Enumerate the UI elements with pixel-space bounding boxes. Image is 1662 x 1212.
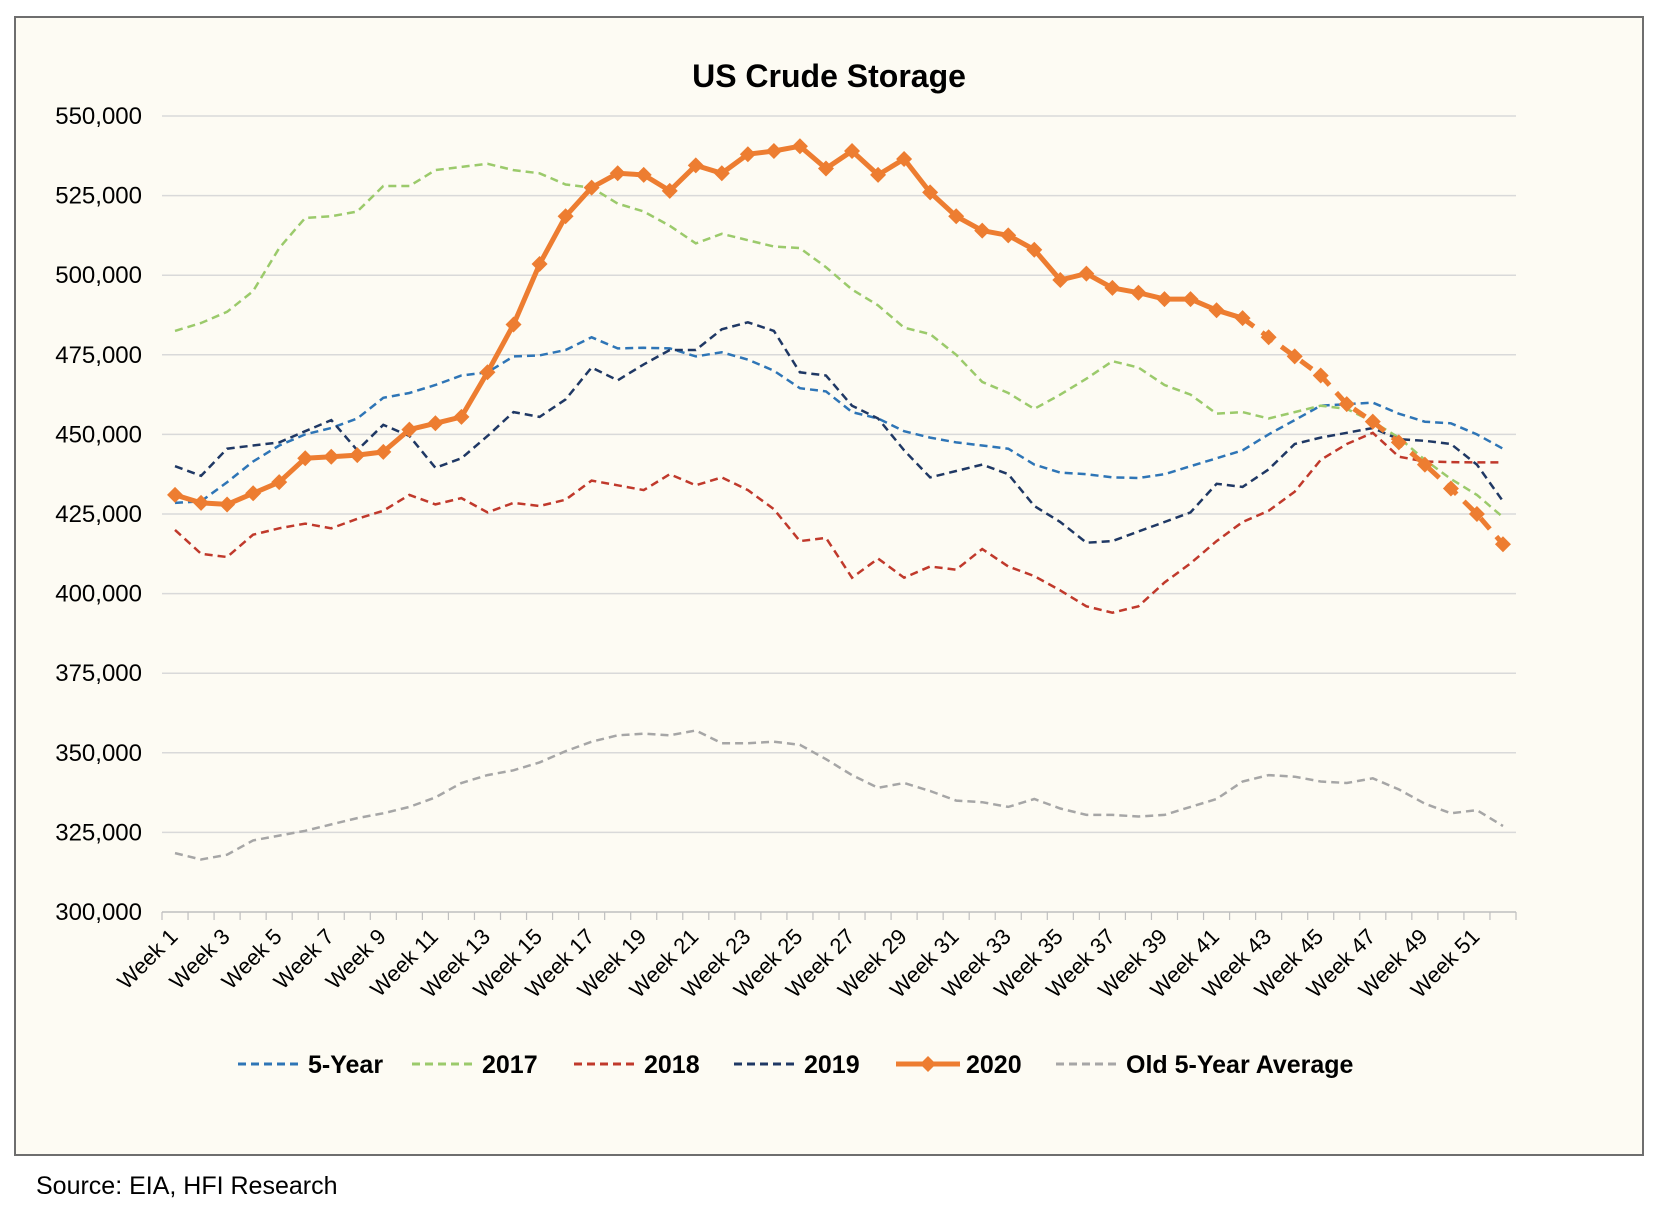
y-tick-label: 350,000 — [55, 740, 142, 767]
data-point — [427, 415, 444, 432]
legend: 5-Year 2017 2018 2019 2020 Old 5-Year Average — [238, 1051, 1354, 1079]
grid-lines — [162, 115, 1516, 834]
y-tick-label: 525,000 — [55, 183, 142, 210]
y-tick-label: 400,000 — [55, 581, 142, 608]
legend-label: 2017 — [482, 1051, 538, 1079]
data-point — [297, 450, 314, 467]
data-point — [948, 208, 965, 225]
legend-item: 2020 — [896, 1051, 1022, 1079]
legend-item: 2019 — [734, 1051, 860, 1079]
data-point — [1390, 434, 1407, 451]
data-point — [1156, 291, 1173, 308]
data-point — [1182, 291, 1199, 308]
data-point — [1208, 302, 1225, 319]
data-point — [635, 166, 652, 183]
chart-svg: 300,000 325,000 350,000 375,000 400,000 425,0… — [55, 103, 1517, 1079]
chart-frame: US Crude Storage 300,000 325,000 350,000 37… — [14, 16, 1644, 1156]
data-point — [844, 143, 861, 160]
data-point — [1104, 279, 1121, 296]
y-tick-label: 375,000 — [55, 660, 142, 687]
series-line-actual — [174, 143, 1244, 507]
data-point — [739, 146, 756, 163]
data-point — [375, 443, 392, 460]
data-point — [453, 408, 470, 425]
series-2017 — [174, 162, 1504, 519]
data-point — [1286, 348, 1303, 365]
legend-item: 2018 — [574, 1051, 700, 1079]
series-2019 — [174, 320, 1505, 544]
data-point — [713, 165, 730, 182]
data-point — [765, 143, 782, 160]
series-line — [174, 335, 1504, 505]
data-point — [870, 166, 887, 183]
y-tick-label: 325,000 — [55, 819, 142, 846]
data-point — [1468, 506, 1485, 522]
y-tick-label: 550,000 — [55, 103, 142, 130]
legend-label: Old 5-Year Average — [1126, 1051, 1354, 1079]
data-point — [193, 494, 210, 511]
series-2020 — [167, 138, 1511, 553]
data-point — [1494, 536, 1511, 553]
legend-label: 2019 — [804, 1051, 860, 1079]
legend-item: 5-Year — [238, 1051, 383, 1079]
data-point — [1000, 227, 1017, 244]
data-point — [219, 496, 236, 513]
series-5-year — [174, 335, 1504, 505]
data-point — [1078, 265, 1095, 282]
data-point — [167, 486, 184, 503]
data-point — [1260, 329, 1277, 346]
data-point — [609, 165, 626, 182]
data-point — [791, 138, 808, 155]
data-point — [974, 222, 991, 239]
legend-item: Old 5-Year Average — [1056, 1051, 1354, 1079]
legend-marker — [920, 1056, 936, 1072]
data-point — [557, 208, 574, 225]
source-note: Source: EIA, HFI Research — [36, 1172, 338, 1200]
data-point — [1338, 396, 1355, 413]
data-point — [896, 150, 913, 167]
series-old-5-year-average — [174, 729, 1504, 861]
data-point — [245, 485, 262, 502]
data-point — [817, 160, 834, 177]
data-point — [505, 316, 522, 333]
series-line — [174, 431, 1503, 614]
data-point — [1312, 367, 1329, 384]
data-point — [401, 421, 418, 438]
series-line — [174, 162, 1504, 519]
y-tick-label: 425,000 — [55, 501, 142, 528]
chart-title: US Crude Storage — [692, 58, 966, 94]
data-point — [323, 448, 340, 465]
series-line — [174, 729, 1504, 861]
legend-label: 5-Year — [308, 1051, 383, 1079]
data-point — [1234, 310, 1251, 327]
data-point — [1026, 241, 1043, 258]
data-point — [1130, 284, 1147, 301]
legend-label: 2018 — [644, 1051, 700, 1079]
data-point — [271, 474, 288, 491]
y-tick-label: 300,000 — [55, 899, 142, 926]
y-tick-label: 500,000 — [55, 262, 142, 289]
data-point — [479, 364, 496, 381]
series-line-projected — [1241, 316, 1505, 546]
data-point — [583, 179, 600, 196]
legend-label: 2020 — [966, 1051, 1022, 1079]
data-point — [349, 447, 366, 464]
data-point — [1442, 480, 1459, 497]
data-point — [661, 182, 678, 199]
series-lines — [167, 138, 1511, 861]
y-tick-label: 450,000 — [55, 421, 142, 448]
data-point — [922, 184, 939, 201]
data-point — [531, 256, 548, 273]
series-2018 — [174, 431, 1503, 614]
legend-item: 2017 — [412, 1051, 538, 1079]
series-line — [174, 320, 1505, 544]
axes: 300,000 325,000 350,000 375,000 400,000 425,0… — [55, 103, 1517, 1003]
data-point — [1052, 271, 1069, 288]
data-point — [1416, 456, 1433, 473]
data-point — [1364, 413, 1381, 430]
y-tick-label: 475,000 — [55, 342, 142, 369]
data-point — [687, 157, 704, 174]
